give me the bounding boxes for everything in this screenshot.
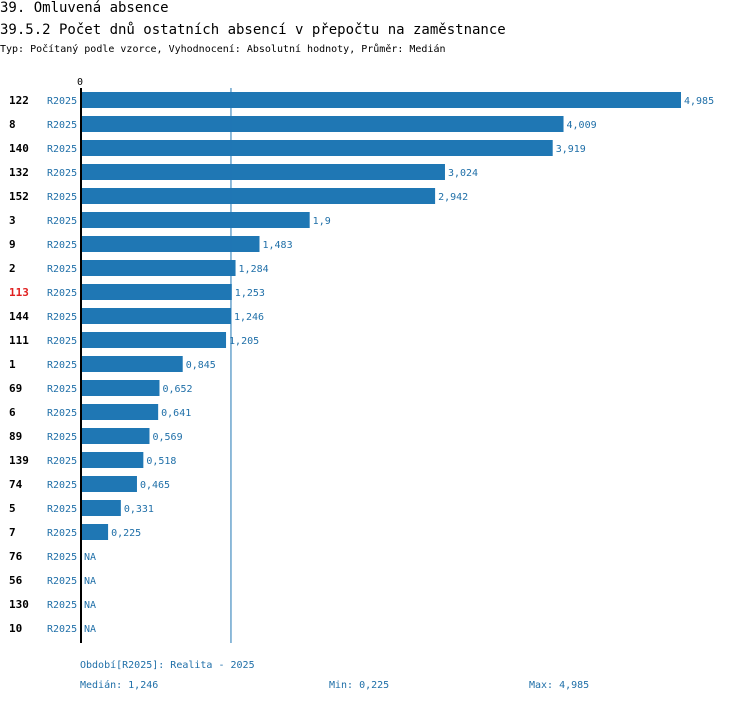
series-label: R2025 — [47, 360, 77, 371]
value-label: 1,253 — [235, 288, 265, 299]
value-label: NA — [84, 576, 96, 587]
value-label: 1,284 — [239, 264, 269, 275]
bar — [81, 428, 150, 444]
series-label: R2025 — [47, 480, 77, 491]
bar — [81, 524, 109, 540]
value-label: 1,205 — [229, 336, 259, 347]
bar — [81, 260, 236, 276]
category-label: 140 — [9, 142, 29, 155]
value-label: 0,569 — [152, 432, 182, 443]
value-label: 0,652 — [162, 384, 192, 395]
bar — [81, 236, 260, 252]
bar — [81, 452, 144, 468]
chart-description: Typ: Počítaný podle vzorce, Vyhodnocení:… — [0, 44, 446, 55]
series-label: R2025 — [47, 600, 77, 611]
bar — [81, 92, 681, 108]
value-label: 0,845 — [186, 360, 216, 371]
series-label: R2025 — [47, 576, 77, 587]
category-label: 89 — [9, 430, 22, 443]
value-label: 0,465 — [140, 480, 170, 491]
series-label: R2025 — [47, 216, 77, 227]
category-label: 9 — [9, 238, 16, 251]
value-label: 3,919 — [556, 144, 586, 155]
value-label: 1,9 — [313, 216, 331, 227]
series-label: R2025 — [47, 432, 77, 443]
bar — [81, 308, 231, 324]
series-label: R2025 — [47, 408, 77, 419]
value-label: NA — [84, 624, 96, 635]
footer-max: Max: 4,985 — [529, 680, 590, 691]
series-label: R2025 — [47, 504, 77, 515]
series-label: R2025 — [47, 96, 77, 107]
bar — [81, 404, 159, 420]
series-label: R2025 — [47, 144, 77, 155]
value-label: 4,985 — [684, 96, 714, 107]
series-label: R2025 — [47, 120, 77, 131]
category-label: 111 — [9, 334, 29, 347]
value-label: NA — [84, 552, 96, 563]
footer-median: Medián: 1,246 — [80, 680, 159, 691]
axis-zero-label: 0 — [77, 77, 83, 88]
value-label: 1,246 — [234, 312, 264, 323]
category-label: 144 — [9, 310, 29, 323]
category-label: 132 — [9, 166, 29, 179]
footer-min: Min: 0,225 — [329, 680, 390, 691]
category-label: 1 — [9, 358, 16, 371]
category-label: 6 — [9, 406, 16, 419]
bar — [81, 212, 310, 228]
category-label: 130 — [9, 598, 29, 611]
category-label: 74 — [9, 478, 23, 491]
page-title: 39. Omluvená absence — [0, 0, 169, 16]
bar — [81, 500, 121, 516]
category-label: 113 — [9, 286, 29, 299]
category-label: 152 — [9, 190, 29, 203]
category-label: 139 — [9, 454, 29, 467]
series-label: R2025 — [47, 336, 77, 347]
value-label: 2,942 — [438, 192, 468, 203]
series-label: R2025 — [47, 288, 77, 299]
category-label: 69 — [9, 382, 22, 395]
series-label: R2025 — [47, 192, 77, 203]
value-label: 1,483 — [262, 240, 292, 251]
bar — [81, 284, 232, 300]
category-label: 8 — [9, 118, 16, 131]
bar — [81, 164, 445, 180]
series-label: R2025 — [47, 552, 77, 563]
category-label: 10 — [9, 622, 22, 635]
series-label: R2025 — [47, 384, 77, 395]
bar — [81, 116, 564, 132]
chart-subtitle: 39.5.2 Počet dnů ostatních absencí v pře… — [0, 22, 506, 38]
category-label: 3 — [9, 214, 16, 227]
category-label: 7 — [9, 526, 16, 539]
category-label: 76 — [9, 550, 23, 563]
bar — [81, 380, 160, 396]
value-label: 0,331 — [124, 504, 154, 515]
category-label: 2 — [9, 262, 16, 275]
series-label: R2025 — [47, 624, 77, 635]
value-label: 0,225 — [111, 528, 141, 539]
bar — [81, 188, 436, 204]
series-label: R2025 — [47, 528, 77, 539]
category-label: 122 — [9, 94, 29, 107]
value-label: 0,641 — [161, 408, 191, 419]
value-label: NA — [84, 600, 96, 611]
bar — [81, 140, 553, 156]
category-label: 56 — [9, 574, 23, 587]
value-label: 4,009 — [567, 120, 597, 131]
bar — [81, 476, 137, 492]
value-label: 3,024 — [448, 168, 478, 179]
category-label: 5 — [9, 502, 16, 515]
series-label: R2025 — [47, 240, 77, 251]
bar — [81, 356, 183, 372]
series-label: R2025 — [47, 168, 77, 179]
value-label: 0,518 — [146, 456, 176, 467]
series-label: R2025 — [47, 264, 77, 275]
bar — [81, 332, 227, 348]
footer-period: Období[R2025]: Realita - 2025 — [80, 660, 255, 671]
series-label: R2025 — [47, 456, 77, 467]
series-label: R2025 — [47, 312, 77, 323]
